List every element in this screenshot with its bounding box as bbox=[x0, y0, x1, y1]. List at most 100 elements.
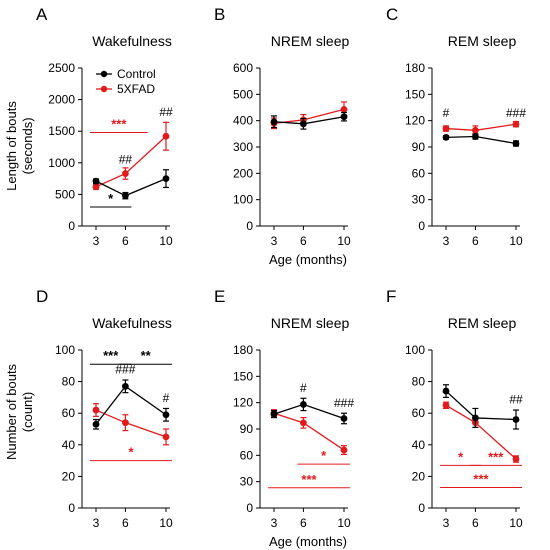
data-point bbox=[340, 446, 348, 454]
data-point bbox=[162, 175, 170, 183]
significance-stars: ** bbox=[141, 348, 152, 363]
significance-stars: *** bbox=[301, 472, 317, 487]
y-tick-label: 60 bbox=[412, 166, 426, 180]
panel-letter: B bbox=[214, 5, 225, 24]
data-point bbox=[512, 455, 520, 463]
data-point bbox=[512, 120, 520, 128]
series-line-control bbox=[95, 385, 167, 425]
significance-stars: * bbox=[108, 191, 114, 206]
x-tick-label: 10 bbox=[159, 516, 173, 530]
legend-label: Control bbox=[117, 67, 156, 81]
y-tick-label: 120 bbox=[233, 396, 253, 410]
y-tick-label: 500 bbox=[233, 87, 253, 101]
panel-a: A Wakefulness 0 500 1000 1500 2000 2500 3 6 10 ## ##… bbox=[36, 5, 173, 248]
y-tick-label: 600 bbox=[233, 61, 253, 75]
y-tick-label: 120 bbox=[405, 114, 425, 128]
x-tick-label: 6 bbox=[472, 516, 479, 530]
y-tick-label: 500 bbox=[55, 187, 75, 201]
significance-stars: *** bbox=[473, 471, 489, 486]
y-tick-label: 80 bbox=[62, 375, 76, 389]
y-tick-label: 100 bbox=[233, 193, 253, 207]
y-tick-label: 20 bbox=[62, 469, 76, 483]
data-point bbox=[122, 170, 129, 177]
data-point bbox=[300, 120, 307, 128]
series-line-5xfad bbox=[273, 108, 345, 124]
significance-mark: ## bbox=[119, 152, 133, 166]
x-axis-label: Age (months) bbox=[269, 252, 347, 267]
x-tick-label: 10 bbox=[337, 234, 351, 248]
data-point bbox=[162, 433, 170, 441]
y-tick-label: 30 bbox=[240, 475, 254, 489]
y-tick-label: 90 bbox=[412, 140, 426, 154]
y-tick-label: 2500 bbox=[48, 61, 75, 75]
data-point bbox=[340, 113, 348, 121]
y-tick-label: 150 bbox=[405, 87, 425, 101]
significance-mark: # bbox=[163, 391, 170, 405]
y-tick-label: 180 bbox=[233, 343, 253, 357]
data-point bbox=[92, 177, 100, 185]
series-line-control bbox=[445, 135, 517, 145]
y-tick-label: 0 bbox=[418, 219, 425, 233]
data-point bbox=[92, 183, 100, 191]
y-tick-label: 180 bbox=[405, 61, 425, 75]
series-line-control bbox=[445, 390, 517, 421]
x-tick-label: 3 bbox=[271, 234, 278, 248]
series-line-5xfad bbox=[95, 409, 167, 438]
data-point bbox=[270, 410, 278, 418]
x-tick-label: 6 bbox=[300, 516, 307, 530]
significance-mark: ## bbox=[159, 105, 173, 119]
x-tick-label: 10 bbox=[337, 516, 351, 530]
x-tick-label: 10 bbox=[159, 234, 173, 248]
y-tick-label: 2000 bbox=[48, 93, 75, 107]
significance-stars: *** bbox=[103, 348, 119, 363]
row-2-ylabel: Number of bouts (count) bbox=[4, 363, 35, 460]
panel-e: E NREM sleep 0 30 60 90 120 150 180 3 6 10 Age (mont… bbox=[214, 287, 354, 549]
panel-letter: D bbox=[36, 287, 48, 306]
panel-b: B NREM sleep 0 100 200 300 400 500 600 3 6 10 Age (m… bbox=[214, 5, 351, 267]
y-tick-label: 30 bbox=[412, 193, 426, 207]
y-tick-label: 0 bbox=[246, 219, 253, 233]
y-tick-label: 300 bbox=[233, 140, 253, 154]
data-point bbox=[122, 192, 129, 200]
data-point bbox=[512, 416, 520, 423]
y-tick-label: 0 bbox=[418, 501, 425, 515]
y-tick-label: 100 bbox=[405, 343, 425, 357]
significance-mark: ### bbox=[334, 396, 354, 410]
y-tick-label: 100 bbox=[55, 343, 75, 357]
x-tick-label: 6 bbox=[122, 516, 129, 530]
data-point bbox=[340, 415, 348, 422]
ylabel-line-2: (seconds) bbox=[20, 117, 35, 174]
data-point bbox=[512, 140, 520, 147]
y-tick-label: 1500 bbox=[48, 124, 75, 138]
significance-stars: *** bbox=[111, 116, 127, 131]
data-point bbox=[442, 125, 450, 132]
series-line-5xfad bbox=[445, 404, 517, 460]
ylabel-line-1: Length of bouts bbox=[4, 101, 19, 191]
panel-title: Wakefulness bbox=[92, 33, 172, 49]
data-point bbox=[92, 406, 100, 414]
data-point bbox=[472, 126, 479, 134]
data-point bbox=[472, 414, 479, 422]
panel-title: NREM sleep bbox=[271, 33, 350, 49]
panel-letter: F bbox=[386, 287, 396, 306]
y-tick-label: 60 bbox=[412, 406, 426, 420]
y-tick-label: 400 bbox=[233, 114, 253, 128]
x-tick-label: 6 bbox=[300, 234, 307, 248]
data-point bbox=[340, 105, 348, 113]
x-tick-label: 10 bbox=[509, 234, 523, 248]
legend-marker bbox=[100, 85, 108, 93]
panel-letter: E bbox=[214, 287, 225, 306]
y-tick-label: 80 bbox=[412, 375, 426, 389]
y-tick-label: 200 bbox=[233, 166, 253, 180]
x-tick-label: 3 bbox=[271, 516, 278, 530]
data-point bbox=[472, 133, 479, 140]
significance-mark: ### bbox=[115, 363, 135, 377]
y-tick-label: 40 bbox=[62, 438, 76, 452]
legend-marker bbox=[100, 70, 108, 78]
x-tick-label: 3 bbox=[93, 234, 100, 248]
series-line-5xfad bbox=[445, 123, 517, 131]
panel-title: REM sleep bbox=[448, 315, 517, 331]
